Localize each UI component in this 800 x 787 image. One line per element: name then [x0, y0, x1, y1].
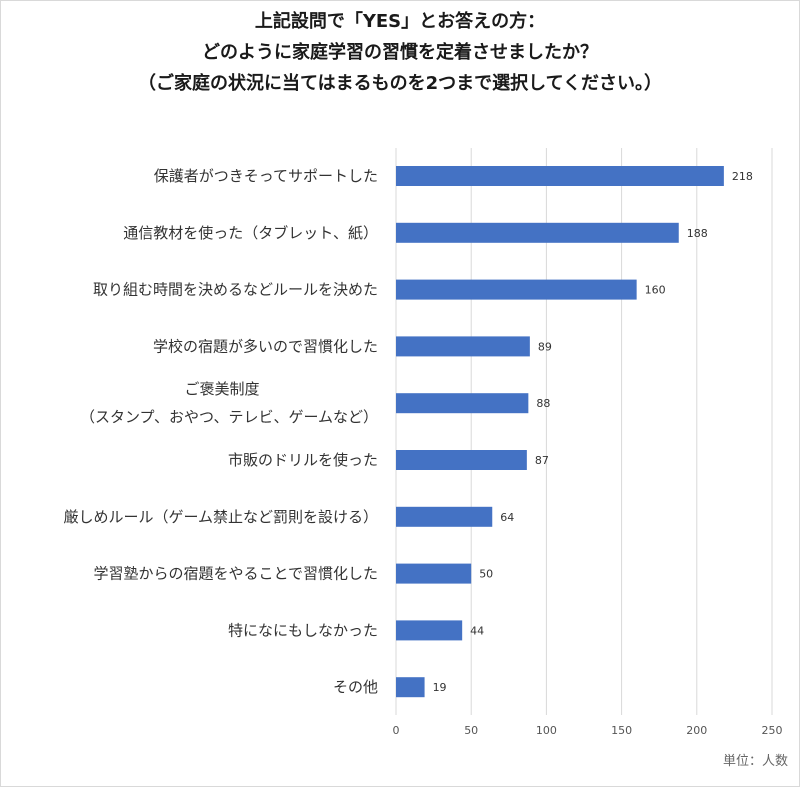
- unit-note: 単位：人数: [722, 754, 788, 769]
- category-label-1: 通信教材を使った（タブレット、紙）: [123, 224, 378, 242]
- chart-title: 上記設問で「YES」とお答えの方： どのように家庭学習の習慣を定着させましたか？…: [0, 6, 800, 99]
- category-label-0: 保護者がつきそってサポートした: [154, 167, 378, 185]
- value-label-9: 19: [433, 681, 447, 694]
- bar-9: [396, 677, 425, 698]
- x-tick-label-150: 150: [611, 724, 632, 737]
- category-label-9: その他: [333, 678, 378, 696]
- value-label-6: 64: [500, 511, 514, 524]
- value-label-2: 160: [645, 284, 666, 297]
- bar-0: [396, 166, 724, 186]
- bar-4: [396, 393, 529, 414]
- value-label-4: 88: [536, 397, 550, 410]
- x-tick-label-0: 0: [393, 724, 400, 737]
- category-label-5: 市販のドリルを使った: [228, 451, 378, 469]
- bar-7: [396, 563, 472, 584]
- chart-title-line-3: （ご家庭の状況に当てはまるものを2つまで選択してください。）: [137, 73, 663, 94]
- category-label-3: 学校の宿題が多いので習慣化した: [153, 337, 378, 355]
- bar-3: [396, 336, 530, 357]
- value-label-5: 87: [535, 454, 549, 467]
- bar-1: [396, 222, 679, 243]
- category-label-2: 取り組む時間を決めるなどルールを決めた: [93, 281, 378, 299]
- value-label-0: 218: [732, 170, 753, 183]
- value-label-8: 44: [470, 624, 484, 637]
- x-tick-label-200: 200: [686, 724, 707, 737]
- category-label-4-line-1: （スタンプ、おやつ、テレビ、ゲームなど）: [80, 408, 378, 426]
- x-tick-label-250: 250: [762, 724, 783, 737]
- x-tick-label-50: 50: [464, 724, 478, 737]
- bar-6: [396, 506, 493, 527]
- x-tick-label-100: 100: [536, 724, 557, 737]
- value-label-1: 188: [687, 227, 708, 240]
- category-label-4-line-0: ご褒美制度: [184, 380, 259, 398]
- category-label-7: 学習塾からの宿題をやることで習慣化した: [93, 565, 378, 583]
- chart-title-line-1: 上記設問で「YES」とお答えの方：: [254, 11, 546, 32]
- bar-8: [396, 620, 463, 641]
- bar-5: [396, 450, 527, 470]
- category-label-6: 厳しめルール（ゲーム禁止など罰則を設ける）: [63, 508, 378, 526]
- value-label-7: 50: [479, 568, 493, 581]
- value-label-3: 89: [538, 340, 552, 353]
- category-label-8: 特になにもしなかった: [228, 621, 378, 639]
- bar-2: [396, 279, 637, 300]
- chart-title-line-2: どのように家庭学習の習慣を定着させましたか？: [202, 42, 598, 63]
